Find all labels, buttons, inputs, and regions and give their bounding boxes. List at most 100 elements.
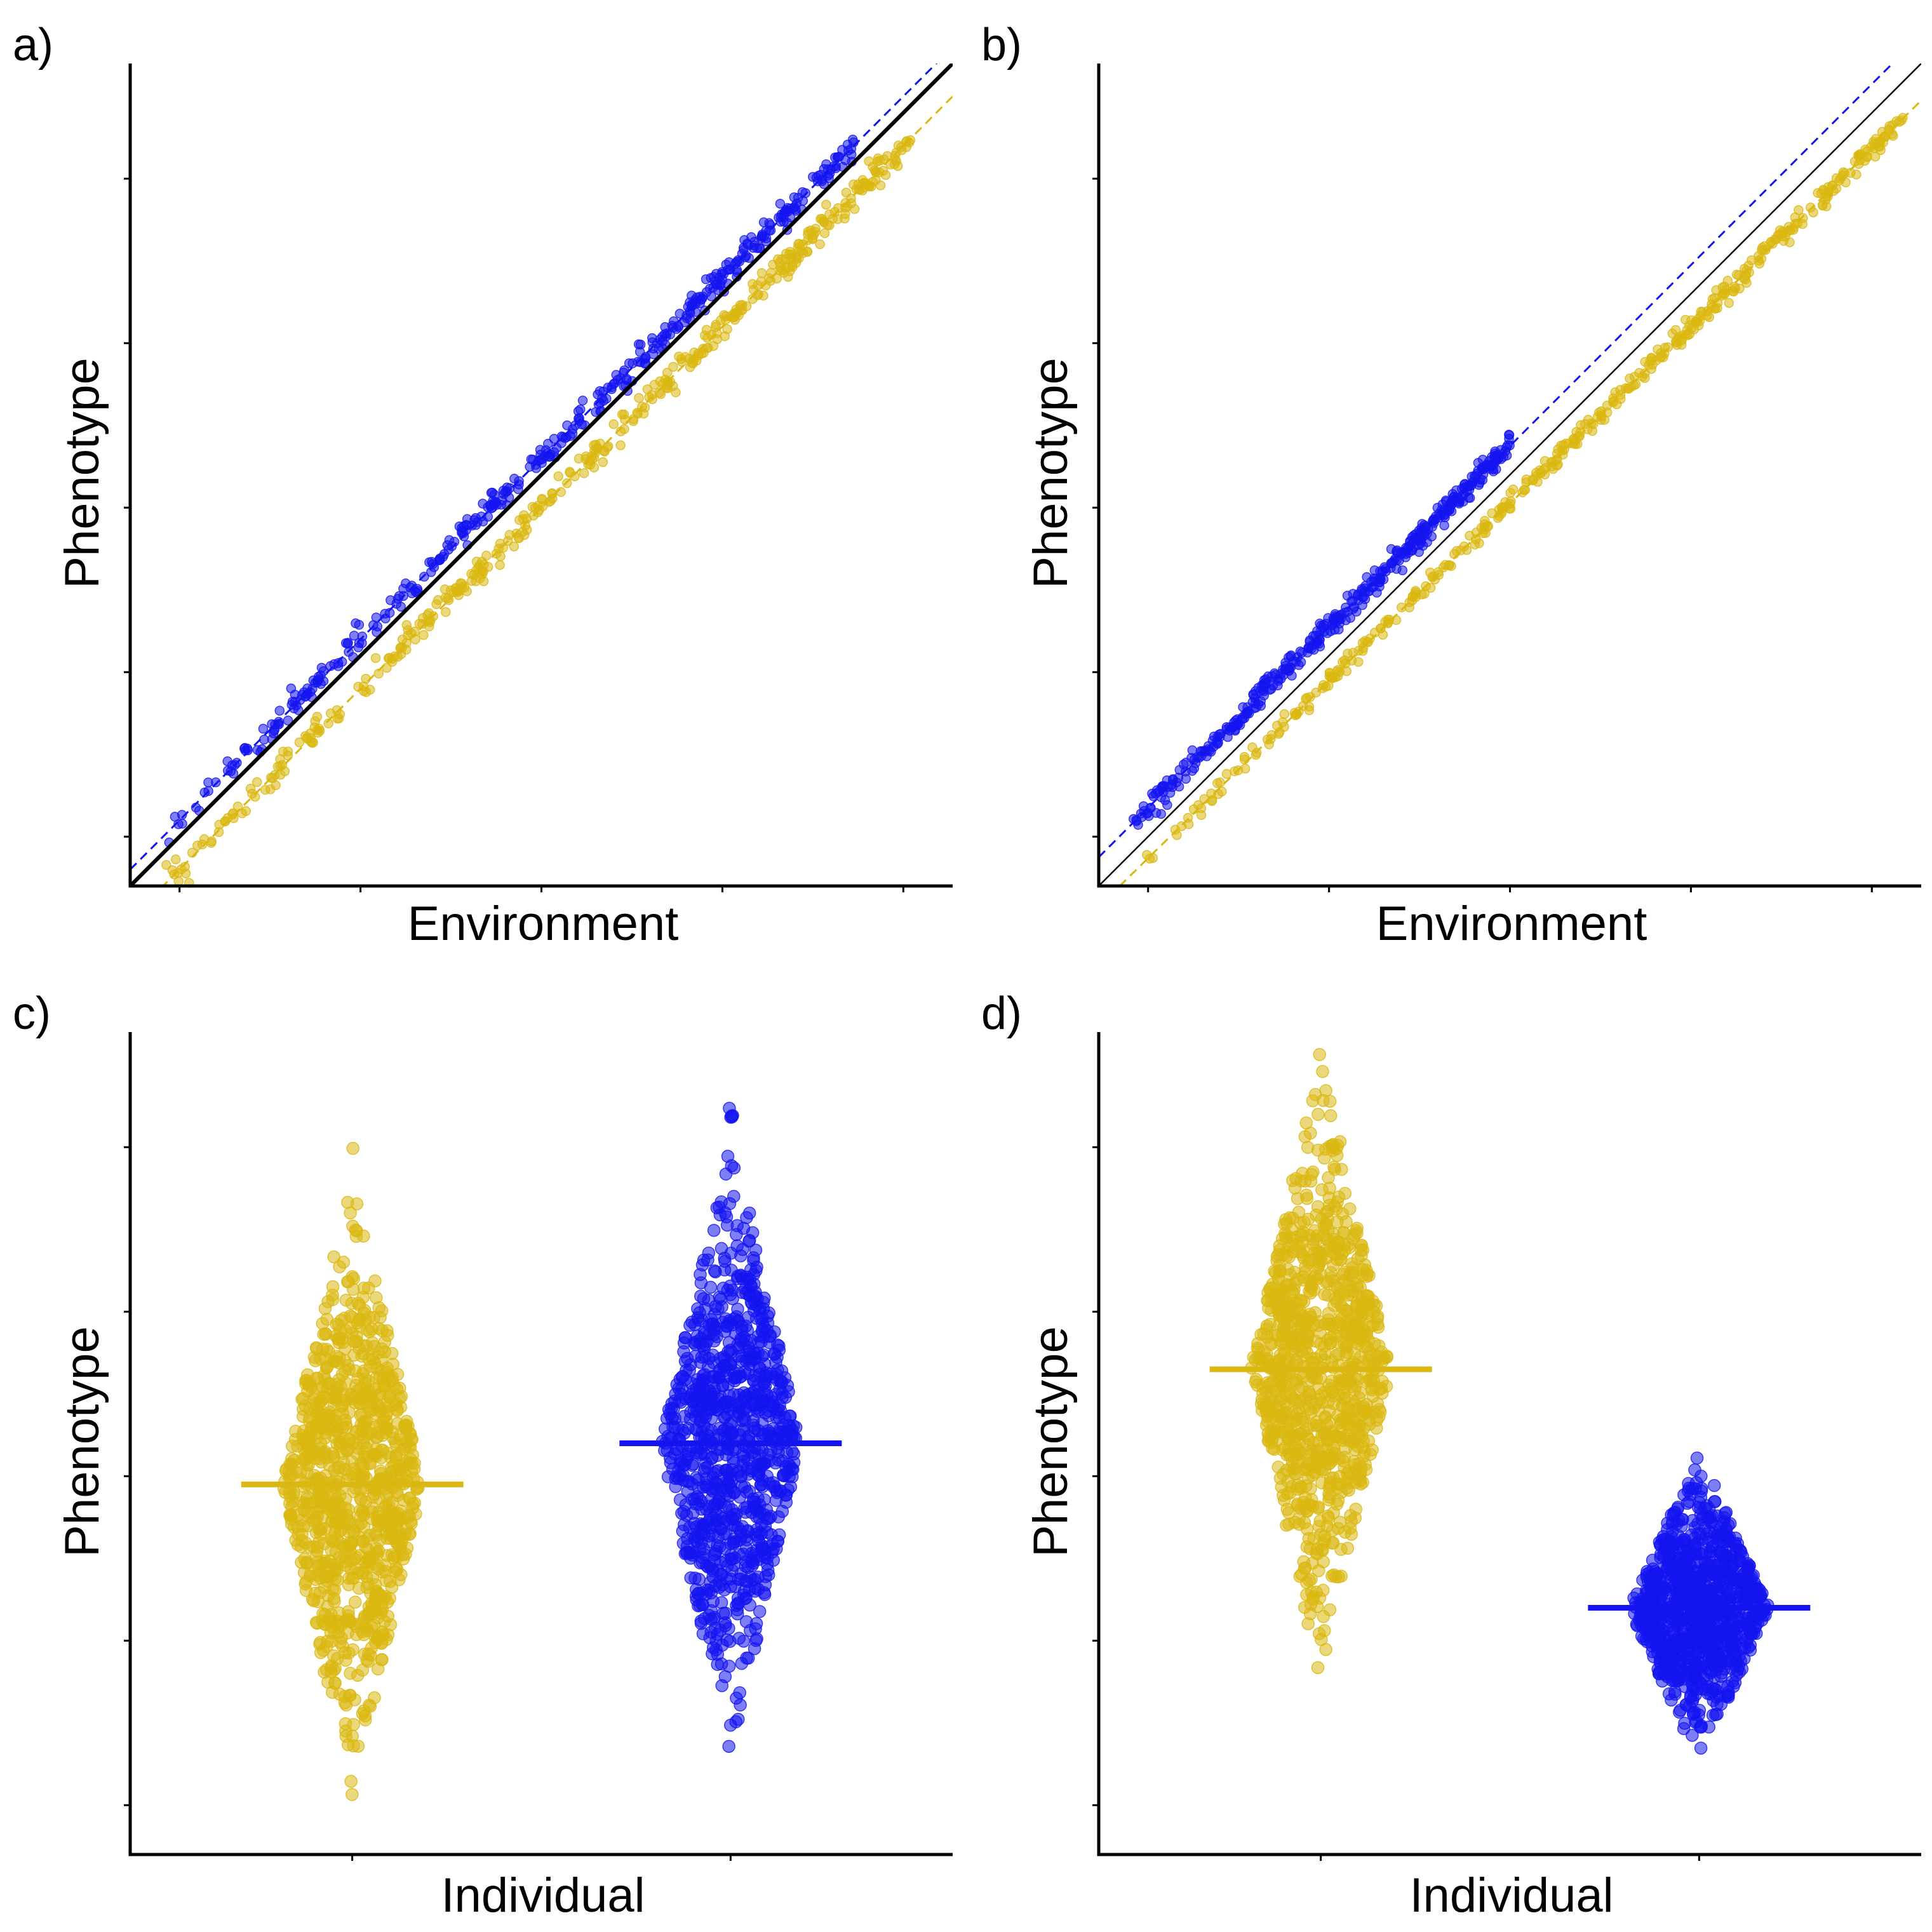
panel-label-b: b) [981, 20, 1022, 70]
data-point [474, 567, 485, 577]
data-point [1353, 1386, 1367, 1399]
data-point [345, 1467, 359, 1480]
data-point [755, 243, 765, 253]
data-point [1707, 1479, 1721, 1493]
data-point [320, 1640, 333, 1653]
data-point [323, 1498, 337, 1512]
data-point [1324, 680, 1334, 691]
data-point [694, 1414, 708, 1428]
data-point [1451, 485, 1461, 495]
data-point [340, 638, 351, 648]
data-point [286, 683, 297, 694]
data-point [1722, 276, 1733, 286]
data-point [311, 1555, 325, 1569]
data-point [344, 1206, 357, 1219]
data-point [634, 347, 645, 357]
data-point [394, 1504, 408, 1518]
data-point [1353, 1467, 1367, 1480]
data-point [299, 1377, 312, 1390]
data-point [1316, 1064, 1329, 1078]
data-point [1312, 1627, 1326, 1640]
data-point [725, 1263, 738, 1277]
data-point [308, 1389, 322, 1402]
data-point [1313, 1048, 1327, 1061]
data-point [1337, 1226, 1351, 1240]
data-point [1301, 1463, 1315, 1477]
points-blue [655, 1101, 803, 1753]
plot-area-c [124, 1032, 953, 1861]
data-point [1339, 655, 1350, 666]
data-point [363, 1554, 377, 1567]
data-point [467, 520, 477, 531]
data-point [680, 1364, 693, 1378]
fit-line-yellow [1118, 100, 1921, 886]
data-point [724, 1719, 737, 1732]
data-point [406, 1448, 419, 1462]
data-point [1416, 535, 1426, 546]
data-point [1291, 1482, 1304, 1496]
data-point [1333, 1515, 1347, 1529]
data-point [1300, 1346, 1314, 1359]
data-point [370, 1595, 384, 1608]
data-point [694, 1276, 708, 1290]
data-point [704, 1575, 717, 1589]
data-point [1310, 1546, 1323, 1560]
data-point [1160, 795, 1171, 805]
data-point [348, 1693, 361, 1707]
data-point [698, 1447, 711, 1461]
data-point [342, 1405, 356, 1419]
data-point [733, 255, 744, 265]
data-point [711, 1302, 725, 1316]
data-point [401, 1419, 415, 1433]
data-point [425, 617, 435, 627]
data-point [328, 1564, 342, 1578]
data-point [679, 1498, 693, 1512]
panel-d: d) Individual Phenotype [981, 988, 1921, 1922]
data-point [177, 810, 187, 820]
data-point [724, 1580, 737, 1593]
data-point [347, 1739, 360, 1753]
data-point [514, 533, 525, 544]
data-point [567, 429, 578, 439]
data-point [722, 324, 732, 335]
data-point [729, 1371, 742, 1385]
data-point [396, 601, 406, 612]
data-point [1841, 177, 1851, 187]
data-point [360, 1622, 373, 1635]
data-point [768, 260, 778, 270]
data-point [1322, 628, 1332, 638]
plot-area-a [124, 64, 953, 892]
data-point [593, 389, 603, 399]
data-point [819, 179, 829, 189]
data-point [748, 1398, 761, 1412]
data-point [761, 1448, 775, 1461]
data-point [685, 362, 695, 372]
data-point [713, 1371, 726, 1384]
data-point [220, 816, 231, 827]
data-point [730, 1603, 744, 1616]
data-point [312, 727, 323, 738]
data-point [736, 1458, 749, 1472]
data-point [683, 1318, 697, 1332]
data-point [730, 1691, 743, 1705]
data-point [1823, 191, 1833, 202]
data-point [1324, 1109, 1338, 1122]
data-point [293, 705, 304, 715]
data-point [1338, 1461, 1351, 1474]
data-point [1870, 151, 1881, 162]
data-point [696, 1598, 709, 1611]
data-point [654, 387, 665, 398]
data-point [553, 471, 564, 481]
data-point [396, 1552, 410, 1566]
data-point [356, 1506, 370, 1519]
data-point [1818, 199, 1828, 210]
panel-c: c) Individual Phenotype [13, 988, 953, 1922]
data-point [749, 1633, 763, 1647]
data-point [783, 272, 793, 282]
data-point [775, 198, 786, 209]
data-point [579, 468, 589, 478]
data-point [744, 1279, 758, 1293]
data-point [731, 1350, 745, 1363]
data-point [346, 1141, 359, 1155]
data-point [259, 734, 269, 745]
